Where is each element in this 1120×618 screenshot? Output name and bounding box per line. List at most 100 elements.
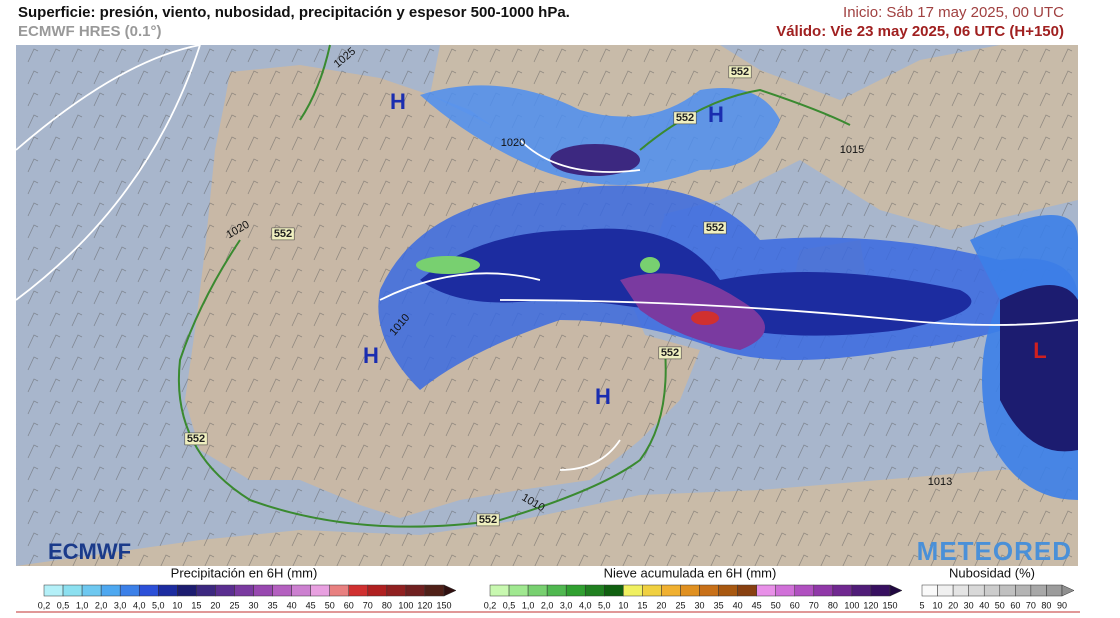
legend-swatch <box>119 584 140 597</box>
model: ECMWF HRES (0.1°) <box>18 23 162 40</box>
legend-swatch <box>329 584 350 597</box>
legend-swatch <box>43 584 64 597</box>
legend-label: 90 <box>1057 600 1067 610</box>
legend-label: 40 <box>733 600 743 610</box>
legend-label: 25 <box>229 600 239 610</box>
legend-swatch <box>794 584 815 597</box>
legend-label: 15 <box>191 600 201 610</box>
isobar-label: 1013 <box>928 476 952 488</box>
legend-swatch <box>1030 584 1047 597</box>
thickness-box <box>673 111 697 125</box>
legend-swatch <box>832 584 853 597</box>
legend-swatch <box>604 584 624 597</box>
legend-swatch <box>937 584 954 597</box>
logo-ecmwf: ECMWF <box>48 539 131 564</box>
legend-label: 20 <box>210 600 220 610</box>
pressure-center: L <box>1033 338 1046 363</box>
thickness-label: 552 <box>676 112 694 124</box>
legend-label: 4,0 <box>133 600 146 610</box>
legend-label: 50 <box>771 600 781 610</box>
legend-swatch <box>999 584 1016 597</box>
legend-swatch <box>234 584 254 597</box>
thickness-box <box>728 65 752 79</box>
legend-swatch <box>952 584 969 597</box>
legend-swatch <box>405 584 426 597</box>
pressure-center: H <box>708 102 724 127</box>
legend-swatch <box>851 584 872 597</box>
thickness-label: 552 <box>731 66 749 78</box>
thickness-box <box>703 221 727 235</box>
legend-arrow <box>889 584 903 597</box>
legend-title: Nubosidad (%) <box>949 565 1035 580</box>
pressure-center: H <box>390 89 406 114</box>
legend-label: 70 <box>363 600 373 610</box>
title: Superficie: presión, viento, nubosidad, … <box>18 4 570 21</box>
legend-swatch <box>215 584 235 597</box>
legend-swatch <box>921 584 938 597</box>
legend-swatch <box>756 584 776 597</box>
legend-swatch <box>527 584 548 597</box>
legend-label: 0,5 <box>503 600 516 610</box>
legend-label: 10 <box>618 600 628 610</box>
legend-swatch <box>813 584 834 597</box>
legend-swatch <box>968 584 985 597</box>
legend-swatch <box>196 584 216 597</box>
legend-swatch <box>983 584 1001 597</box>
isobar-label: 1020 <box>501 137 525 149</box>
legend-arrow <box>443 584 457 597</box>
legend-label: 20 <box>656 600 666 610</box>
legend-label: 35 <box>268 600 278 610</box>
legend-label: 50 <box>995 600 1005 610</box>
legend-label: 70 <box>1026 600 1036 610</box>
legend-swatch <box>62 584 83 597</box>
legend-label: 45 <box>752 600 762 610</box>
legend-swatch <box>489 584 510 597</box>
legend-swatch <box>138 584 159 597</box>
legend-label: 4,0 <box>579 600 592 610</box>
legend-swatch <box>680 584 700 597</box>
legend-label: 5,0 <box>152 600 165 610</box>
legend-label: 120 <box>417 600 432 610</box>
legend-arrow <box>1061 584 1075 597</box>
isobar-label: 1015 <box>840 144 864 156</box>
thickness-label: 552 <box>274 228 292 240</box>
map <box>15 44 1079 566</box>
legend-swatch <box>870 584 891 597</box>
legend-label: 30 <box>964 600 974 610</box>
legend-label: 45 <box>306 600 316 610</box>
legend-swatch <box>291 584 311 597</box>
legend-label: 25 <box>675 600 685 610</box>
thickness-label: 552 <box>187 433 205 445</box>
legend-swatch <box>177 584 197 597</box>
legend-swatch <box>386 584 407 597</box>
thickness-label: 552 <box>479 514 497 526</box>
legend-swatch <box>737 584 757 597</box>
legend-label: 1,0 <box>522 600 535 610</box>
legend-swatch <box>775 584 796 597</box>
legend-label: 35 <box>714 600 724 610</box>
legend-swatch <box>367 584 388 597</box>
legend-swatch <box>623 584 643 597</box>
legend-swatch <box>1015 584 1032 597</box>
legend-label: 30 <box>249 600 259 610</box>
legend-swatch <box>1046 584 1063 597</box>
valid-time: Válido: Vie 23 may 2025, 06 UTC (H+150) <box>776 23 1064 40</box>
legend-label: 5 <box>919 600 924 610</box>
thickness-label: 552 <box>706 222 724 234</box>
legend-label: 60 <box>1010 600 1020 610</box>
pressure-center: H <box>363 343 379 368</box>
legend-label: 2,0 <box>541 600 554 610</box>
thickness-box <box>184 432 208 446</box>
legend-label: 40 <box>979 600 989 610</box>
legend-label: 80 <box>1041 600 1051 610</box>
legend-label: 60 <box>344 600 354 610</box>
legend-label: 40 <box>287 600 297 610</box>
legend-label: 150 <box>436 600 451 610</box>
legend-label: 3,0 <box>560 600 573 610</box>
legend-swatch <box>718 584 738 597</box>
logo-meteored: METEORED <box>917 536 1072 566</box>
legend-swatch <box>699 584 719 597</box>
legend-swatch <box>508 584 529 597</box>
legend-label: 15 <box>637 600 647 610</box>
legend-label: 5,0 <box>598 600 611 610</box>
